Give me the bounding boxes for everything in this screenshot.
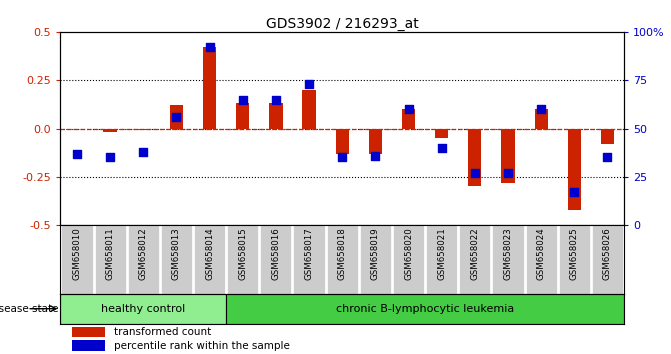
Point: [204, 45, 215, 50]
Bar: [369, 129, 382, 154]
Bar: [226, 293, 624, 324]
Point: [370, 153, 380, 158]
Text: GSM658023: GSM658023: [503, 227, 513, 280]
Text: GSM658019: GSM658019: [371, 227, 380, 280]
Point: [270, 97, 281, 102]
Bar: [269, 103, 282, 129]
Point: [535, 106, 546, 112]
Text: GSM658010: GSM658010: [72, 227, 81, 280]
Bar: [293, 225, 325, 293]
Text: GSM658025: GSM658025: [570, 227, 579, 280]
Text: GSM658013: GSM658013: [172, 227, 181, 280]
Bar: [435, 129, 448, 138]
Bar: [468, 129, 482, 187]
Point: [304, 81, 315, 87]
Bar: [568, 129, 581, 210]
Bar: [360, 225, 391, 293]
Bar: [127, 225, 159, 293]
Bar: [336, 129, 349, 154]
Text: GSM658024: GSM658024: [537, 227, 546, 280]
Bar: [60, 293, 226, 324]
Bar: [303, 90, 315, 129]
Text: GSM658016: GSM658016: [271, 227, 280, 280]
Bar: [493, 225, 523, 293]
Point: [602, 155, 613, 160]
Bar: [203, 47, 216, 129]
Bar: [559, 225, 590, 293]
Text: chronic B-lymphocytic leukemia: chronic B-lymphocytic leukemia: [336, 304, 514, 314]
Bar: [459, 225, 491, 293]
Bar: [601, 129, 614, 144]
Bar: [426, 225, 457, 293]
Point: [171, 114, 182, 120]
Bar: [327, 225, 358, 293]
Bar: [501, 129, 515, 183]
Point: [337, 155, 348, 160]
Point: [238, 97, 248, 102]
Bar: [402, 109, 415, 129]
Text: GSM658017: GSM658017: [305, 227, 313, 280]
Text: GSM658022: GSM658022: [470, 227, 479, 280]
Point: [569, 189, 580, 195]
Text: disease state: disease state: [0, 304, 59, 314]
Text: GSM658014: GSM658014: [205, 227, 214, 280]
Bar: [103, 129, 117, 132]
Bar: [72, 327, 105, 337]
Point: [503, 170, 513, 176]
Text: percentile rank within the sample: percentile rank within the sample: [114, 341, 290, 351]
Bar: [95, 225, 125, 293]
Bar: [72, 341, 105, 351]
Point: [470, 170, 480, 176]
Text: GSM658015: GSM658015: [238, 227, 247, 280]
Bar: [61, 225, 93, 293]
Bar: [525, 225, 557, 293]
Bar: [227, 225, 258, 293]
Text: GSM658020: GSM658020: [404, 227, 413, 280]
Title: GDS3902 / 216293_at: GDS3902 / 216293_at: [266, 17, 419, 31]
Bar: [393, 225, 424, 293]
Bar: [194, 225, 225, 293]
Point: [72, 151, 83, 156]
Bar: [260, 225, 291, 293]
Text: GSM658026: GSM658026: [603, 227, 612, 280]
Bar: [161, 225, 192, 293]
Point: [138, 149, 149, 155]
Bar: [137, 129, 150, 130]
Bar: [535, 109, 548, 129]
Point: [105, 155, 115, 160]
Point: [403, 106, 414, 112]
Text: GSM658021: GSM658021: [437, 227, 446, 280]
Text: GSM658011: GSM658011: [105, 227, 115, 280]
Text: GSM658018: GSM658018: [338, 227, 347, 280]
Bar: [236, 103, 250, 129]
Text: transformed count: transformed count: [114, 327, 211, 337]
Text: GSM658012: GSM658012: [139, 227, 148, 280]
Text: healthy control: healthy control: [101, 304, 185, 314]
Bar: [170, 105, 183, 129]
Bar: [592, 225, 623, 293]
Point: [436, 145, 447, 151]
